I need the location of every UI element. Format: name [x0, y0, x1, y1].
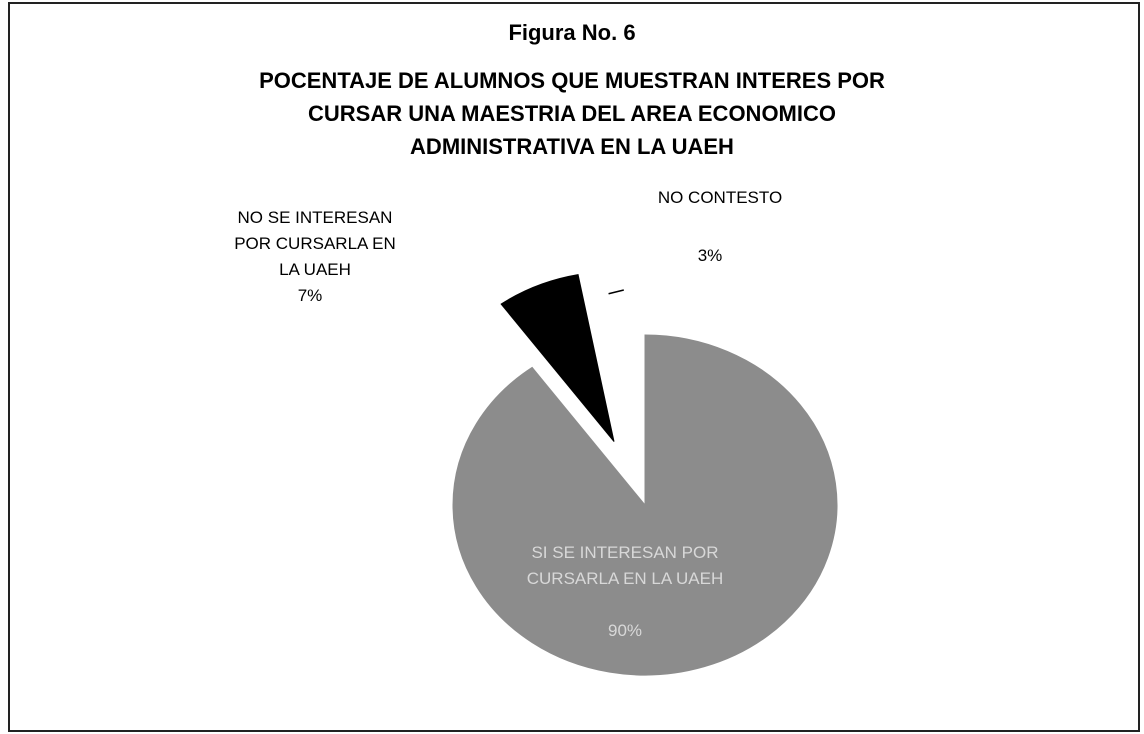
subtitle-line: POCENTAJE DE ALUMNOS QUE MUESTRAN INTERE… — [259, 68, 885, 93]
slice-edge — [608, 289, 624, 295]
value-label: 7% — [297, 286, 323, 305]
value-label: 90% — [607, 621, 643, 640]
chart-title: Figura No. 6 — [508, 20, 636, 45]
slice-label: NO SE INTERESAN POR CURSARLA EN LA UAEH — [234, 208, 396, 279]
slice-label: SI SE INTERESAN POR CURSARLA EN LA UAEH — [526, 543, 724, 588]
pie-slice — [604, 294, 642, 466]
pie-slice — [500, 274, 615, 442]
slice-label: NO CONTESTO — [657, 188, 783, 207]
value-label: 3% — [697, 246, 723, 265]
subtitle-line: CURSAR UNA MAESTRIA DEL AREA ECONOMICO — [307, 101, 836, 126]
subtitle-line: ADMINISTRATIVA EN LA UAEH — [410, 134, 734, 159]
pie-slice — [452, 334, 838, 676]
frame — [8, 2, 1140, 732]
